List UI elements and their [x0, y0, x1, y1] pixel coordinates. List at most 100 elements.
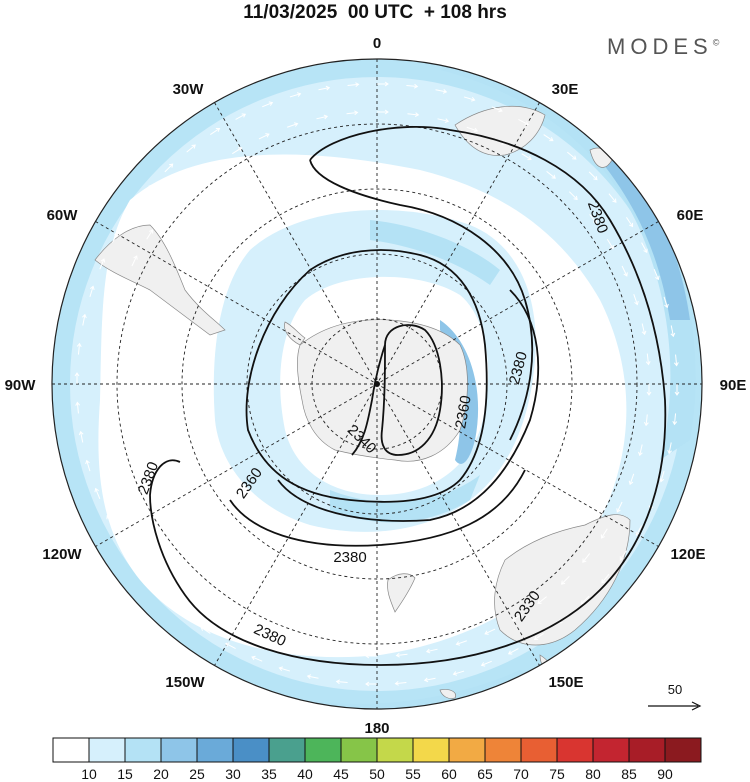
wind-vector [89, 286, 94, 298]
colorbar-tick-label: 15 [117, 766, 133, 782]
wind-vector-head [600, 534, 605, 539]
contour-2380-outer [149, 125, 667, 666]
wind-vector-head [592, 219, 598, 224]
wind-vector-head [365, 653, 370, 659]
wind-vector [616, 501, 623, 513]
wind-vector-head [643, 421, 649, 427]
wind-vector [635, 525, 643, 536]
wind-vector-head [623, 272, 628, 277]
wind-vector [481, 660, 492, 666]
wind-vector [567, 151, 577, 160]
contour-label: 2380 [333, 549, 366, 566]
wind-vector-head [130, 207, 135, 212]
wind-vector-head [646, 391, 652, 396]
wind-vector-head [667, 449, 672, 455]
wind-vector [104, 403, 108, 415]
wind-vector [99, 258, 105, 270]
colorbar-swatch [412, 737, 450, 763]
lon-label-30e: 30E [552, 81, 579, 98]
wind-vector-head [355, 82, 360, 88]
colorbar-tick-label: 45 [333, 766, 349, 782]
south-pole-marker [374, 381, 380, 387]
wind-vector [546, 170, 556, 179]
colorbar-tick-label: 40 [297, 766, 313, 782]
wind-vector-head [149, 229, 154, 234]
wind-vector [581, 595, 590, 605]
wind-vector [435, 89, 447, 93]
contour-2360 [245, 249, 488, 503]
colorbar-tick-label: 25 [189, 766, 205, 782]
colorbar-swatch [88, 737, 126, 763]
wind-vector-head [103, 402, 109, 407]
wind-vector [144, 184, 153, 194]
wind-vector [641, 323, 646, 335]
wind-vector [200, 626, 211, 634]
wind-vector-head [275, 635, 281, 641]
wind-vector-head [425, 648, 431, 654]
wind-vector [146, 229, 153, 240]
wind-vector [606, 239, 614, 249]
wind-vector [608, 193, 617, 203]
wind-vector-head [74, 372, 80, 377]
wind-vector [437, 118, 449, 122]
wind-vector [77, 343, 81, 355]
south-america-shape [94, 224, 226, 336]
colorbar-tick-label: 50 [369, 766, 385, 782]
wind-vector [645, 414, 648, 426]
wind-vector-head [306, 674, 312, 679]
colorbar-swatch [268, 737, 306, 763]
wind-vector [456, 640, 468, 645]
wind-vector [543, 134, 554, 142]
wind-vector [463, 96, 475, 101]
contour-2380-inner [277, 289, 540, 522]
wind-vector [491, 106, 503, 112]
wind-vector-head [560, 580, 566, 585]
wind-vector-head [102, 372, 108, 377]
wind-vector-head [296, 92, 302, 97]
colorbar-swatch [160, 737, 198, 763]
wind-vector-head [527, 156, 532, 161]
wind-vector-head [114, 232, 119, 237]
wind-vector-head [191, 144, 196, 149]
colorbar-tick-label: 20 [153, 766, 169, 782]
wind-vector [347, 83, 359, 86]
wind-vector-head [222, 607, 227, 612]
wind-vector-head [616, 508, 621, 513]
colorbar-tick-label: 75 [549, 766, 565, 782]
wind-vector [198, 589, 208, 598]
wind-vector [426, 648, 438, 653]
wind-vector [633, 293, 638, 305]
wind-vector-head [215, 127, 221, 132]
wind-vector [619, 550, 627, 561]
wind-vector [395, 682, 407, 685]
wind-vector [673, 413, 677, 425]
wind-vector-head [198, 589, 203, 594]
wind-vector [276, 636, 288, 642]
wind-vector-head [188, 183, 194, 188]
wind-vector [305, 646, 317, 650]
wind-vector [177, 608, 187, 617]
lon-label-90e: 90E [720, 377, 747, 394]
wind-vector [258, 133, 270, 140]
wind-vector-head [414, 112, 420, 118]
wind-vector [424, 677, 436, 681]
colorbar-swatch [628, 737, 666, 763]
wind-vector [286, 123, 298, 128]
wind-vector-head [593, 176, 598, 181]
wind-vector [76, 402, 79, 414]
colorbar-swatch [376, 737, 414, 763]
wind-vector [106, 342, 109, 354]
wind-vector-head [126, 491, 131, 496]
wind-vector [346, 111, 358, 115]
lon-label-60e: 60E [677, 207, 704, 224]
colorbar-swatch [232, 737, 270, 763]
wind-vector [210, 128, 220, 135]
wind-vector-head [354, 110, 359, 116]
wind-vector [653, 269, 659, 280]
wind-vector-head [148, 184, 153, 189]
wind-vector [534, 633, 544, 640]
map-title: 11/03/2025 00 UTC + 108 hrs [243, 2, 507, 23]
colorbar-tick-label: 80 [585, 766, 601, 782]
wind-vector-head [612, 198, 617, 203]
